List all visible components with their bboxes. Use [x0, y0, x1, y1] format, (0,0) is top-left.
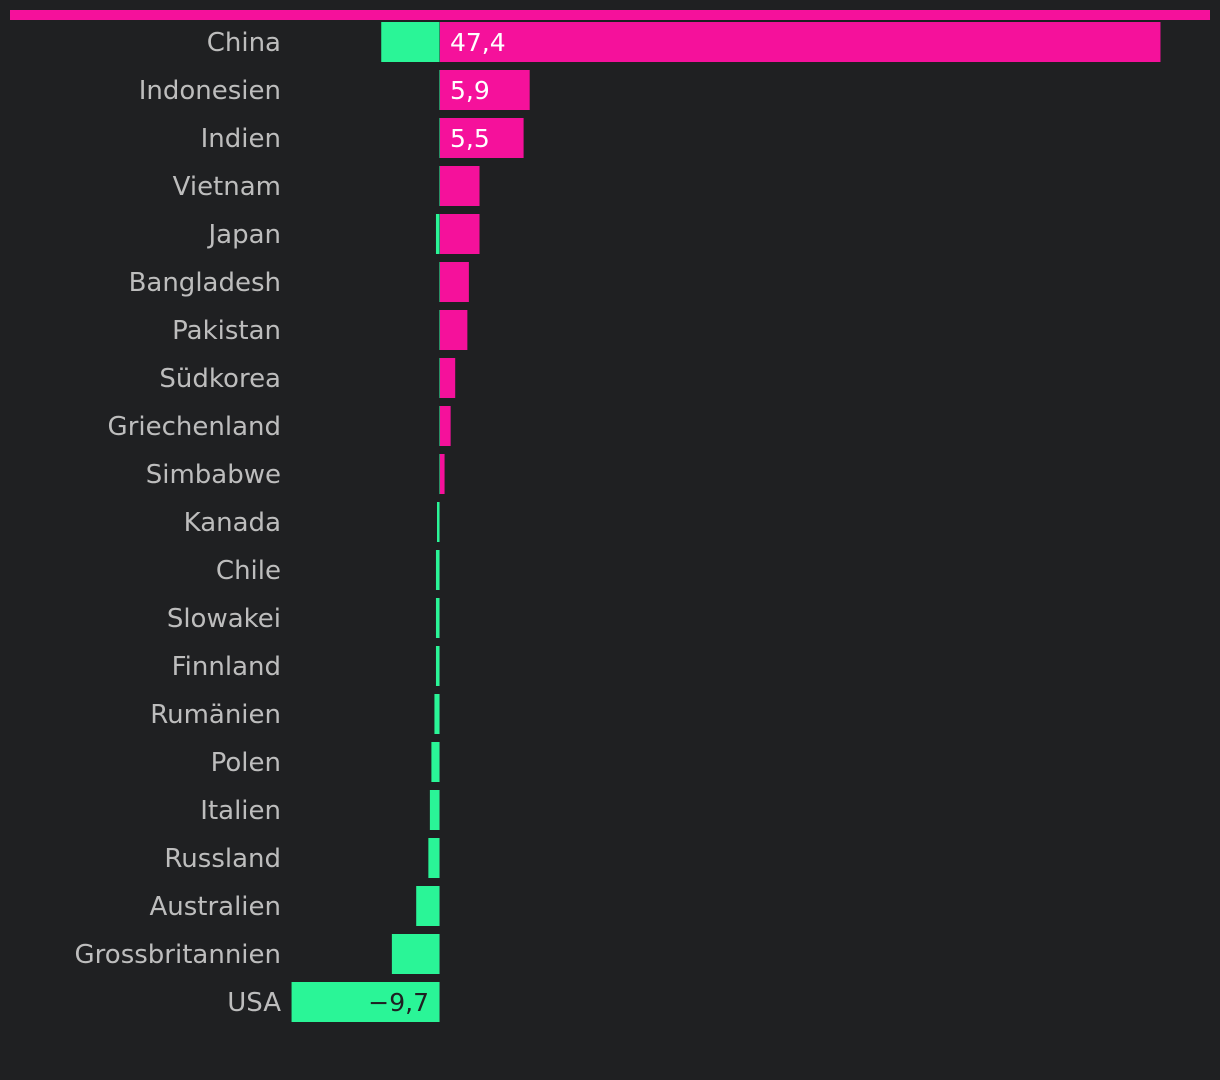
zero-baseline	[439, 646, 440, 686]
category-label: Grossbritannien	[75, 940, 281, 970]
category-label: Pakistan	[172, 316, 281, 346]
bar-negative	[291, 982, 439, 1022]
bar-positive	[440, 22, 1161, 62]
category-label: Finnland	[172, 652, 281, 682]
zero-baseline	[439, 454, 440, 494]
category-label: Chile	[216, 556, 281, 586]
zero-baseline	[439, 310, 440, 350]
bar-negative	[435, 598, 439, 638]
zero-baseline	[439, 742, 440, 782]
category-label: Indonesien	[139, 76, 281, 106]
bar-negative	[431, 742, 439, 782]
bar-negative	[429, 790, 439, 830]
zero-baseline	[439, 358, 440, 398]
category-label: Italien	[200, 796, 281, 826]
category-label: Rumänien	[150, 700, 281, 730]
category-label: Kanada	[184, 508, 281, 538]
category-label: Vietnam	[173, 172, 281, 202]
category-label: Griechenland	[108, 412, 281, 442]
category-label: Japan	[206, 220, 281, 250]
category-label: Indien	[201, 124, 281, 154]
bar-positive	[440, 310, 468, 350]
bar-positive	[440, 70, 530, 110]
zero-baseline	[439, 790, 440, 830]
bar-positive	[440, 214, 480, 254]
zero-baseline	[439, 886, 440, 926]
category-label: Polen	[211, 748, 281, 778]
category-label: Russland	[164, 844, 281, 874]
bar-negative	[428, 838, 439, 878]
zero-baseline	[439, 406, 440, 446]
value-label: 47,4	[450, 28, 506, 57]
zero-baseline	[439, 934, 440, 974]
value-label: −9,7	[368, 988, 429, 1017]
bar-negative	[416, 886, 439, 926]
category-label: USA	[227, 988, 281, 1018]
bar-negative	[391, 934, 439, 974]
category-label: Australien	[149, 892, 281, 922]
value-label: 5,5	[450, 124, 490, 153]
bar-negative	[435, 550, 439, 590]
value-label: 5,9	[450, 76, 490, 105]
bar-positive	[440, 262, 469, 302]
category-label: Bangladesh	[129, 268, 281, 298]
zero-baseline	[439, 982, 440, 1022]
bar-negative	[434, 694, 439, 734]
bar-positive	[440, 118, 524, 158]
bar-positive	[440, 166, 480, 206]
zero-baseline	[439, 166, 440, 206]
bar-positive	[440, 406, 451, 446]
bar-negative	[435, 214, 439, 254]
zero-baseline	[439, 22, 440, 62]
zero-baseline	[439, 502, 440, 542]
bar-positive	[440, 454, 445, 494]
bar-negative	[435, 646, 439, 686]
zero-baseline	[439, 262, 440, 302]
zero-baseline	[439, 550, 440, 590]
zero-baseline	[439, 838, 440, 878]
zero-baseline	[439, 598, 440, 638]
zero-baseline	[439, 118, 440, 158]
top-accent-rule	[10, 10, 1210, 20]
bar-negative	[437, 502, 439, 542]
category-label: China	[207, 28, 281, 58]
bar-positive	[440, 358, 456, 398]
category-label: Slowakei	[167, 604, 281, 634]
zero-baseline	[439, 214, 440, 254]
bar-negative	[381, 22, 439, 62]
category-label: Simbabwe	[146, 460, 281, 490]
zero-baseline	[439, 70, 440, 110]
zero-baseline	[439, 694, 440, 734]
category-label: Südkorea	[159, 364, 281, 394]
